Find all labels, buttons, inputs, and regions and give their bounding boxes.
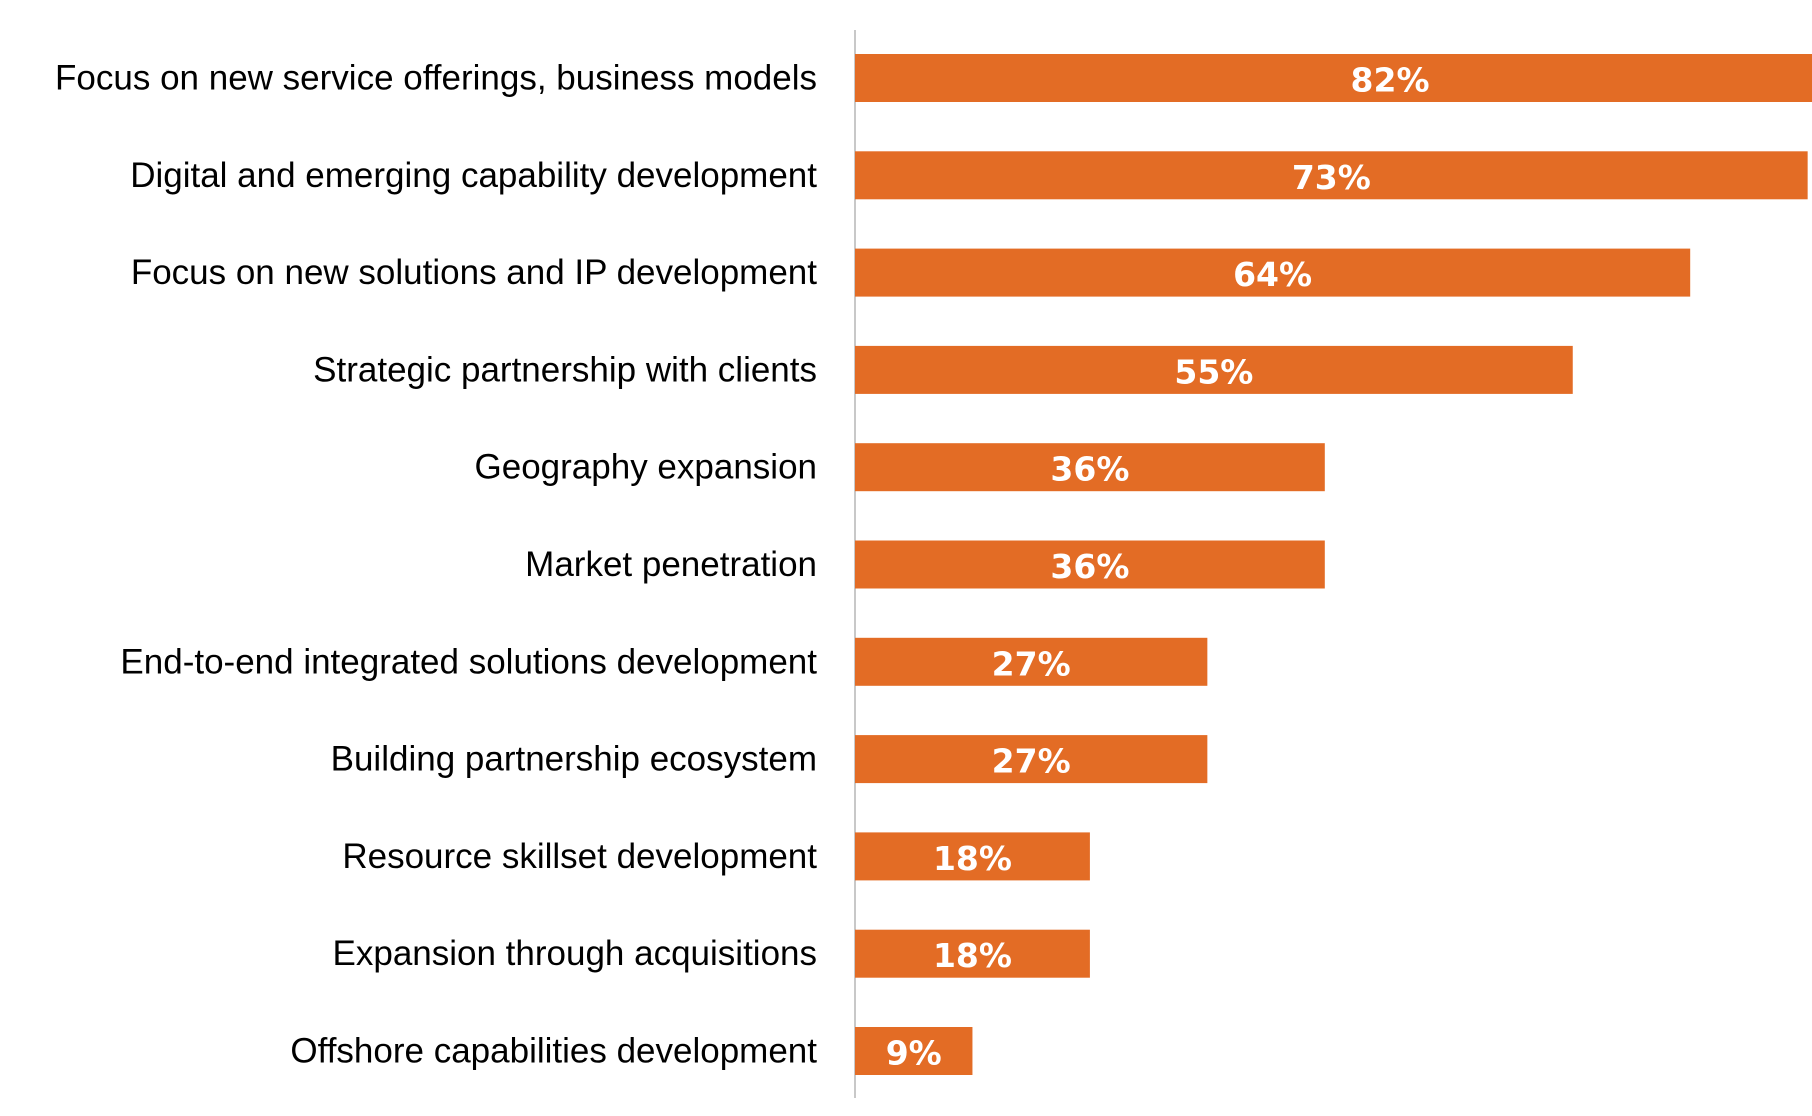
value-label: 36% [1050, 547, 1129, 586]
category-label: End-to-end integrated solutions developm… [120, 642, 817, 681]
bar [855, 832, 1090, 881]
category-label: Offshore capabilities development [290, 1032, 817, 1071]
bar [855, 54, 1812, 102]
bar [855, 735, 1208, 784]
category-label: Strategic partnership with clients [313, 350, 817, 389]
value-labels-group: 82% 73% 64% 55% 36% 36% 27% 27% 18% 18% 9% [886, 61, 1430, 1073]
category-label: Geography expansion [475, 448, 817, 487]
bar [855, 443, 1325, 492]
bar [855, 345, 1573, 394]
category-labels-group: Focus on new service offerings, business… [55, 59, 817, 1071]
value-label: 55% [1174, 352, 1253, 391]
bars-group [855, 54, 1812, 1075]
category-label: Market penetration [525, 545, 817, 584]
bar [855, 1027, 973, 1075]
bar [855, 248, 1691, 297]
category-label: Focus on new solutions and IP developmen… [131, 253, 817, 292]
value-label: 73% [1292, 158, 1371, 197]
bar [855, 151, 1808, 200]
value-label: 82% [1351, 61, 1430, 100]
value-label: 27% [992, 644, 1071, 683]
category-label: Expansion through acquisitions [333, 934, 817, 973]
category-label: Resource skillset development [342, 837, 817, 876]
bar [855, 637, 1208, 686]
bar [855, 540, 1325, 589]
value-label: 27% [992, 742, 1071, 781]
category-label: Focus on new service offerings, business… [55, 59, 817, 98]
bar [855, 929, 1090, 978]
category-label: Building partnership ecosystem [331, 740, 817, 779]
value-label: 9% [886, 1034, 942, 1073]
value-label: 36% [1050, 450, 1129, 489]
value-label: 18% [933, 839, 1012, 878]
category-label: Digital and emerging capability developm… [130, 156, 817, 195]
value-label: 18% [933, 936, 1012, 975]
value-label: 64% [1233, 255, 1312, 294]
